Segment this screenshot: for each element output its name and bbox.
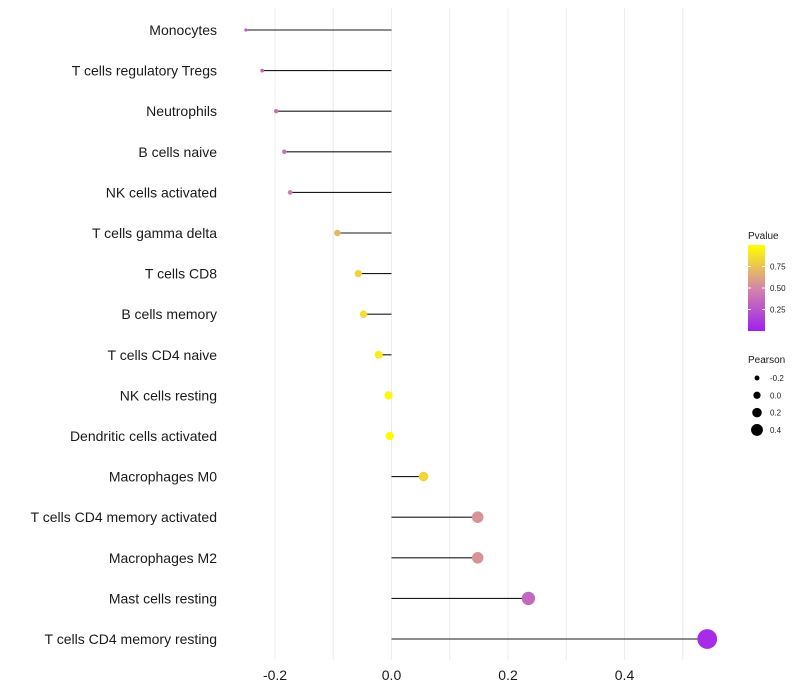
legend-pearson-key — [751, 423, 763, 436]
category-label: Macrophages M0 — [109, 469, 217, 485]
category-labels: Monocytes T cells regulatory Tregs Neutrop… — [31, 22, 218, 647]
data-point — [521, 591, 536, 606]
category-label: T cells gamma delta — [92, 225, 217, 241]
legend-pvalue-colorbar — [748, 245, 765, 331]
data-point — [384, 391, 393, 400]
legend-pearson-label: 0.4 — [770, 426, 782, 435]
legend-pvalue: Pvalue 0.25 0.50 0.75 — [748, 231, 786, 331]
data-point — [244, 28, 248, 32]
data-point — [374, 350, 383, 359]
legend-pearson-label: -0.2 — [770, 374, 784, 383]
legend-pearson-title: Pearson — [748, 355, 785, 366]
data-point — [697, 629, 718, 649]
legend-pvalue-label: 0.50 — [770, 284, 786, 293]
grid-layer — [274, 8, 684, 660]
category-label: T cells CD8 — [145, 266, 217, 282]
data-point — [354, 269, 362, 278]
category-label: Dendritic cells activated — [70, 428, 217, 444]
data-point — [418, 471, 429, 482]
x-axis-tick-labels: -0.2 0.0 0.2 0.4 — [263, 667, 635, 683]
x-tick-label: -0.2 — [263, 667, 287, 683]
stem-layer — [245, 29, 708, 640]
data-point — [282, 149, 287, 155]
category-label: B cells naive — [138, 144, 217, 160]
point-layer — [244, 28, 718, 649]
data-point — [385, 431, 394, 441]
data-point — [274, 109, 279, 114]
category-label: Macrophages M2 — [109, 550, 217, 566]
category-label: T cells regulatory Tregs — [72, 63, 217, 79]
legend-pearson: Pearson -0.2 0.0 0.2 0.4 — [748, 355, 785, 436]
legend-pvalue-title: Pvalue — [748, 231, 779, 242]
data-point — [334, 229, 341, 237]
legend-pvalue-label: 0.75 — [770, 263, 786, 272]
data-point — [471, 511, 484, 523]
legend-pearson-key — [754, 375, 760, 381]
data-point — [287, 190, 293, 195]
category-label: NK cells activated — [106, 184, 217, 200]
category-label: T cells CD4 memory resting — [45, 631, 217, 647]
legend-pearson-label: 0.2 — [770, 409, 782, 418]
category-label: Neutrophils — [146, 103, 217, 119]
category-label: T cells CD4 memory activated — [31, 509, 217, 525]
legend-pvalue-label: 0.25 — [770, 306, 786, 315]
data-point — [260, 68, 265, 73]
data-point — [359, 310, 368, 318]
category-label: Monocytes — [149, 22, 217, 38]
category-label: T cells CD4 naive — [108, 347, 218, 363]
x-tick-label: 0.0 — [382, 667, 402, 683]
legend-pearson-key — [752, 407, 762, 418]
data-point — [471, 552, 484, 564]
category-label: Mast cells resting — [109, 590, 217, 606]
legend-pearson-key — [753, 391, 761, 399]
legend-pearson-label: 0.0 — [770, 391, 782, 400]
category-label: NK cells resting — [120, 387, 217, 403]
x-tick-label: 0.4 — [615, 667, 635, 683]
x-tick-label: 0.2 — [498, 667, 518, 683]
category-label: B cells memory — [121, 306, 217, 322]
